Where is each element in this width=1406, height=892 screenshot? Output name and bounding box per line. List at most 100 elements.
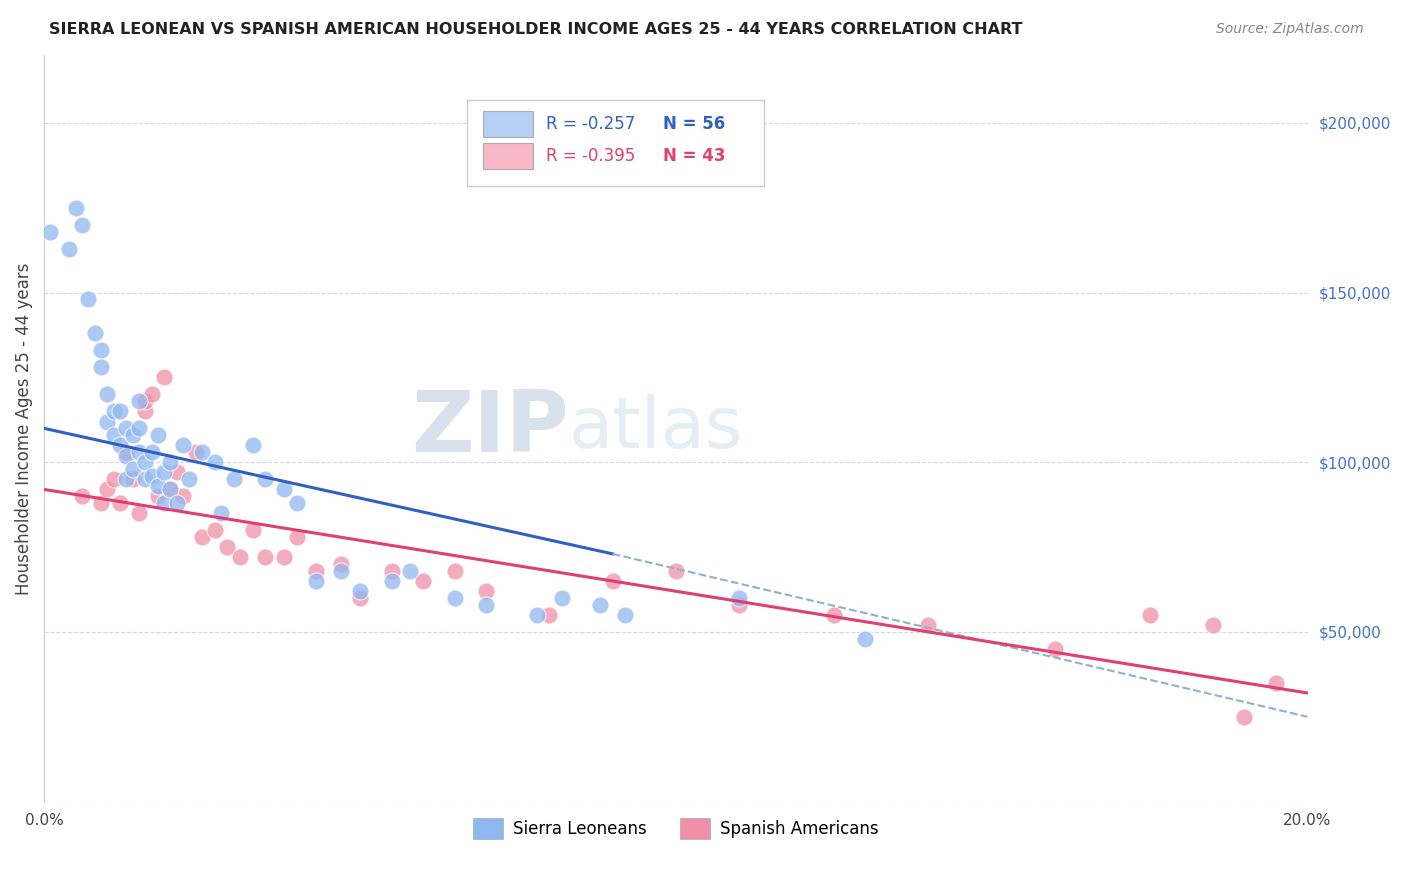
Point [90, 343, 112, 358]
Point [115, 421, 138, 435]
Point [1264, 675, 1286, 690]
Point [96, 483, 118, 497]
Point [614, 607, 637, 622]
Point [121, 472, 143, 486]
Point [65, 201, 87, 215]
Point [538, 607, 561, 622]
Point [399, 564, 422, 578]
Point [475, 584, 498, 599]
Point [229, 550, 252, 565]
Point [330, 557, 353, 571]
Point [222, 472, 245, 486]
Point [1043, 641, 1066, 656]
Point [254, 550, 277, 565]
Point [77, 293, 100, 307]
Point [172, 489, 194, 503]
Point [103, 404, 125, 418]
Point [412, 574, 434, 588]
Point [1139, 607, 1161, 622]
Point [443, 591, 465, 605]
Text: ZIP: ZIP [411, 387, 568, 470]
Point [179, 472, 201, 486]
Text: R = -0.395: R = -0.395 [546, 147, 636, 165]
Text: atlas: atlas [568, 394, 742, 463]
Point [254, 472, 277, 486]
Legend: Sierra Leoneans, Spanish Americans: Sierra Leoneans, Spanish Americans [467, 812, 886, 846]
Point [159, 455, 181, 469]
Point [96, 415, 118, 429]
Point [380, 574, 402, 588]
Point [273, 550, 295, 565]
Point [146, 479, 169, 493]
Point [134, 472, 156, 486]
Point [153, 466, 176, 480]
Point [128, 506, 150, 520]
Point [108, 438, 131, 452]
Point [166, 496, 188, 510]
Point [204, 455, 226, 469]
Point [551, 591, 574, 605]
Point [589, 598, 612, 612]
Point [305, 574, 328, 588]
Point [39, 225, 62, 239]
Point [823, 607, 845, 622]
Point [159, 483, 181, 497]
Point [172, 438, 194, 452]
Point [134, 455, 156, 469]
Point [191, 445, 214, 459]
Point [853, 632, 876, 646]
Point [217, 540, 239, 554]
FancyBboxPatch shape [467, 100, 765, 186]
Point [83, 326, 105, 341]
Point [728, 598, 751, 612]
Point [330, 564, 353, 578]
Point [285, 496, 308, 510]
Point [121, 462, 143, 476]
Point [103, 428, 125, 442]
Point [146, 428, 169, 442]
Point [665, 564, 688, 578]
Point [349, 584, 371, 599]
Point [305, 564, 328, 578]
Point [108, 404, 131, 418]
Point [134, 404, 156, 418]
Point [349, 591, 371, 605]
Point [380, 564, 402, 578]
Point [70, 218, 93, 232]
Point [159, 483, 181, 497]
Point [153, 370, 176, 384]
Point [917, 618, 939, 632]
Point [204, 523, 226, 537]
Text: SIERRA LEONEAN VS SPANISH AMERICAN HOUSEHOLDER INCOME AGES 25 - 44 YEARS CORRELA: SIERRA LEONEAN VS SPANISH AMERICAN HOUSE… [49, 22, 1022, 37]
Point [285, 530, 308, 544]
Text: Source: ZipAtlas.com: Source: ZipAtlas.com [1216, 22, 1364, 37]
Point [146, 489, 169, 503]
Point [141, 468, 163, 483]
Point [526, 607, 548, 622]
Point [90, 360, 112, 375]
Point [443, 564, 465, 578]
Point [58, 242, 80, 256]
Point [184, 445, 207, 459]
Bar [482, 112, 533, 137]
Text: N = 56: N = 56 [664, 115, 725, 133]
Point [115, 472, 138, 486]
Point [121, 428, 143, 442]
Text: R = -0.257: R = -0.257 [546, 115, 636, 133]
Point [1202, 618, 1225, 632]
Point [134, 394, 156, 409]
Point [141, 445, 163, 459]
Point [103, 472, 125, 486]
Y-axis label: Householder Income Ages 25 - 44 years: Householder Income Ages 25 - 44 years [15, 262, 32, 595]
Point [242, 438, 264, 452]
Point [90, 496, 112, 510]
Point [128, 394, 150, 409]
Point [128, 421, 150, 435]
Point [166, 466, 188, 480]
Point [108, 496, 131, 510]
Point [153, 496, 176, 510]
Bar [482, 144, 533, 169]
Point [209, 506, 232, 520]
Point [602, 574, 624, 588]
Point [475, 598, 498, 612]
